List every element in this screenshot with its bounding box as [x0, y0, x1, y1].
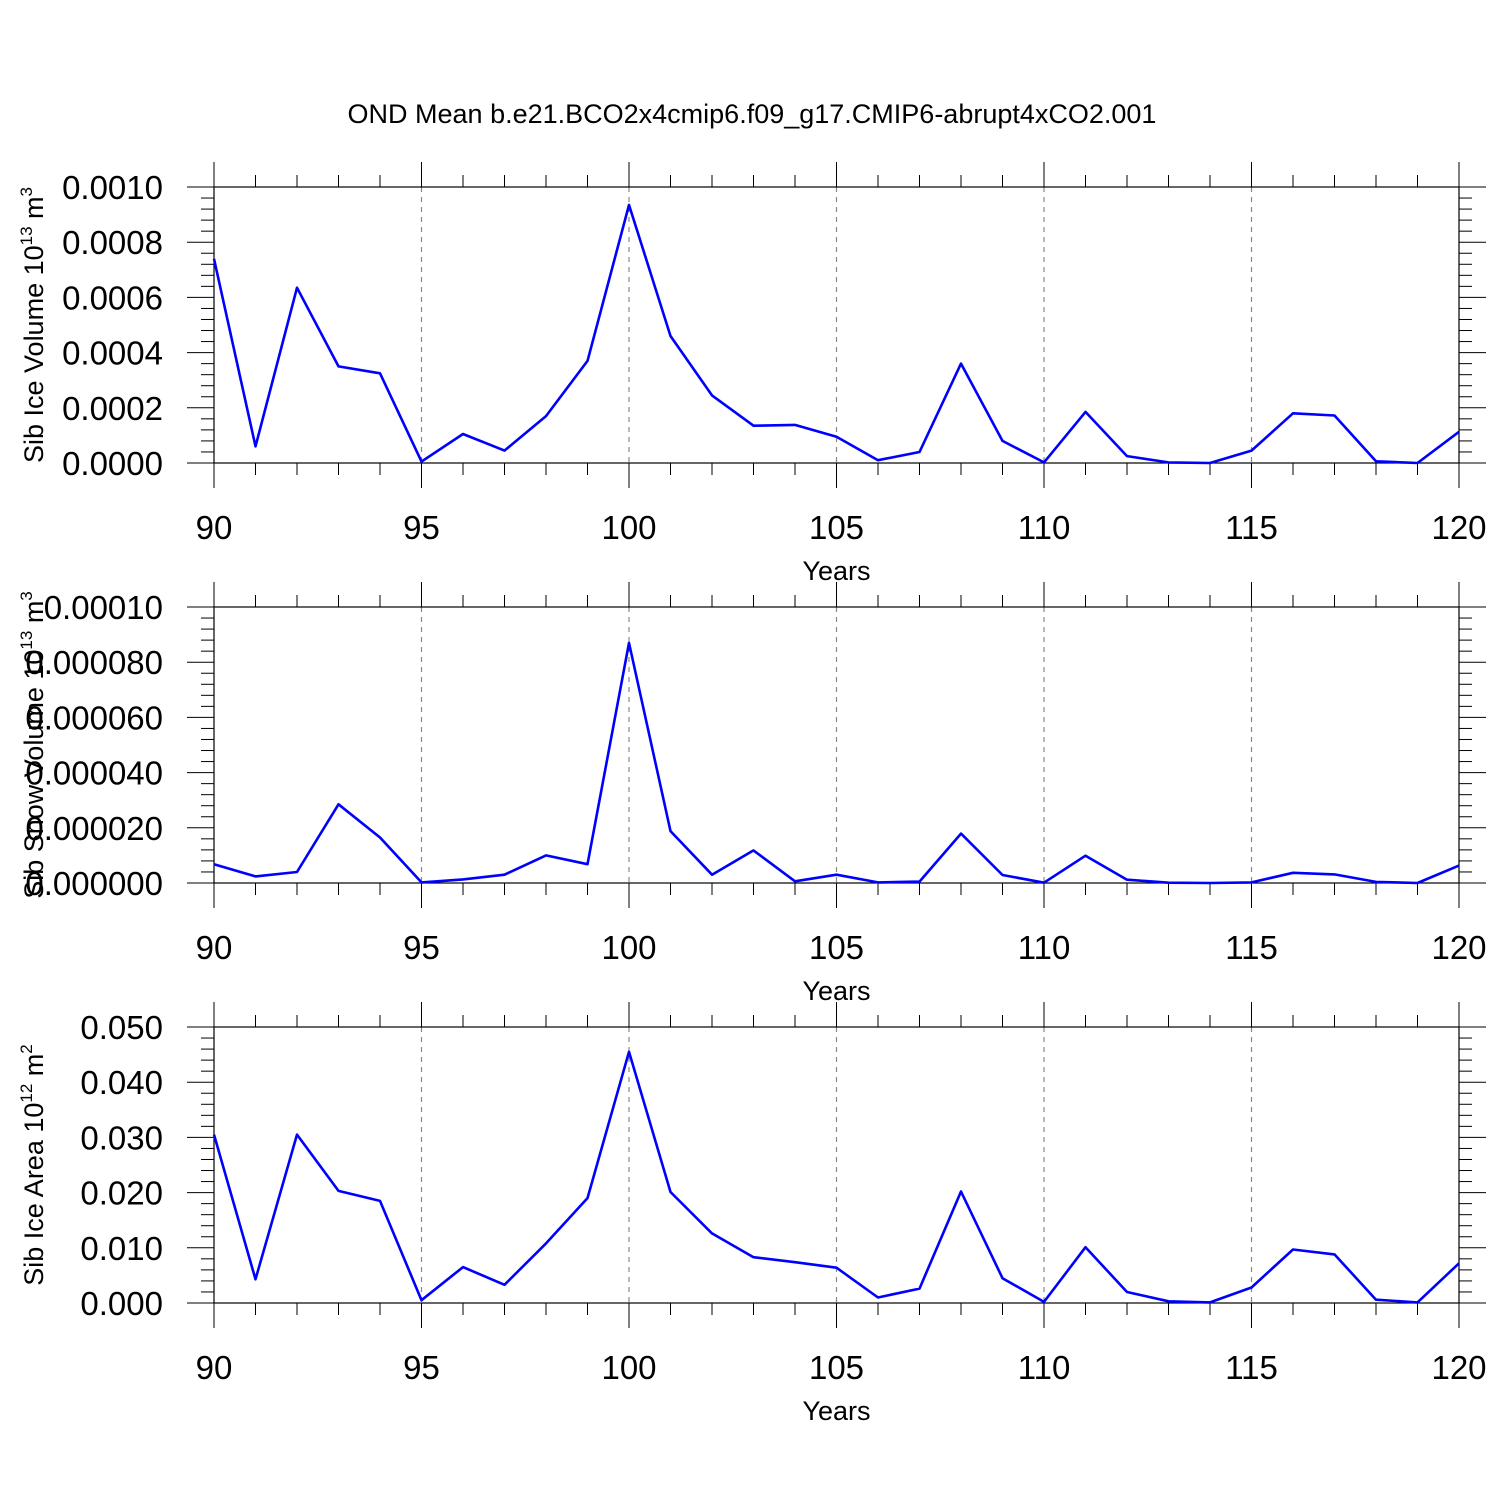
y-tick-label: 0.040: [80, 1064, 163, 1101]
y-axis-label: Sib Ice Area 1012 m2: [17, 1044, 49, 1286]
y-tick-label: 0.0004: [62, 335, 163, 372]
x-tick-label: 90: [196, 509, 233, 546]
series-line: [212, 1050, 1460, 1304]
x-tick-label: 120: [1431, 929, 1486, 966]
y-tick-label: 0.000000: [25, 865, 163, 902]
y-axis-label-text: Sib Snow Volume 10: [19, 650, 49, 899]
y-tick-label: 0.000060: [25, 699, 163, 736]
y-tick-label: 0.0010: [62, 169, 163, 206]
y-axis-label: Sib Snow Volume 1013 m3: [17, 591, 49, 899]
y-axis-label-unit-exponent: 3: [17, 187, 36, 196]
y-tick-label: 0.0000: [62, 445, 163, 482]
x-tick-label: 100: [601, 509, 656, 546]
x-tick-label: 110: [1018, 509, 1071, 546]
x-axis-label: Years: [802, 976, 870, 1006]
y-tick-label: 0.050: [80, 1009, 163, 1046]
x-tick-label: 105: [809, 929, 864, 966]
x-tick-label: 90: [196, 929, 233, 966]
y-axis-label-text: Sib Ice Area 10: [19, 1103, 49, 1286]
x-tick-label: 105: [809, 509, 864, 546]
panel-2: 90 95 100 105 110 115 120 0.000000 0.000020 0.000…: [17, 582, 1487, 1006]
y-axis-label-exponent: 13: [17, 631, 36, 650]
y-tick-label: 0.000040: [25, 755, 163, 792]
y-tick-label: 0.010: [80, 1230, 163, 1267]
x-tick-label: 110: [1018, 929, 1071, 966]
y-axis-label-unit: m: [19, 1054, 49, 1084]
y-axis-label-exponent: 13: [17, 226, 36, 245]
x-axis-label: Years: [802, 1396, 870, 1426]
x-tick-label: 90: [196, 1349, 233, 1386]
y-tick-label: 0.0002: [62, 390, 163, 427]
figure-title: OND Mean b.e21.BCO2x4cmip6.f09_g17.CMIP6…: [348, 99, 1157, 129]
y-tick-label: 0.030: [80, 1119, 163, 1156]
y-axis-label-exponent: 12: [17, 1084, 36, 1103]
x-tick-label: 95: [403, 929, 440, 966]
y-tick-label: 0.000080: [25, 644, 163, 681]
x-axis-label: Years: [802, 556, 870, 586]
y-axis-label-unit: m: [19, 196, 49, 226]
x-tick-label: 115: [1225, 509, 1278, 546]
panel-1: 90 95 100 105 110 115 120 0.0000 0.0002 0.0004 0.0…: [17, 162, 1487, 586]
x-tick-label: 110: [1018, 1349, 1071, 1386]
x-tick-label: 105: [809, 1349, 864, 1386]
x-tick-label: 95: [403, 1349, 440, 1386]
x-tick-label: 115: [1225, 1349, 1278, 1386]
panel-3: 90 95 100 105 110 115 120 0.000 0.010 0.020 0.030 0…: [17, 1002, 1487, 1426]
y-tick-label: 0.0006: [62, 279, 163, 316]
y-axis-label: Sib Ice Volume 1013 m3: [17, 187, 49, 463]
series-line: [212, 203, 1460, 465]
y-tick-label: 0.00010: [44, 589, 163, 626]
y-tick-label: 0.000020: [25, 810, 163, 847]
x-tick-label: 120: [1431, 1349, 1486, 1386]
y-axis-label-unit-exponent: 3: [17, 591, 36, 600]
y-tick-label: 0.020: [80, 1175, 163, 1212]
y-axis-label-unit-exponent: 2: [17, 1044, 36, 1053]
x-tick-label: 120: [1431, 509, 1486, 546]
x-tick-label: 100: [601, 1349, 656, 1386]
y-axis-label-unit: m: [19, 601, 49, 631]
y-tick-label: 0.0008: [62, 224, 163, 261]
x-tick-label: 100: [601, 929, 656, 966]
panels: 90 95 100 105 110 115 1200.00000.00020.00040.0…: [17, 162, 1487, 1426]
y-tick-label: 0.000: [80, 1285, 163, 1322]
x-tick-label: 115: [1225, 929, 1278, 966]
series-line: [213, 641, 1460, 885]
y-axis-label-text: Sib Ice Volume 10: [19, 245, 49, 463]
x-tick-label: 95: [403, 509, 440, 546]
